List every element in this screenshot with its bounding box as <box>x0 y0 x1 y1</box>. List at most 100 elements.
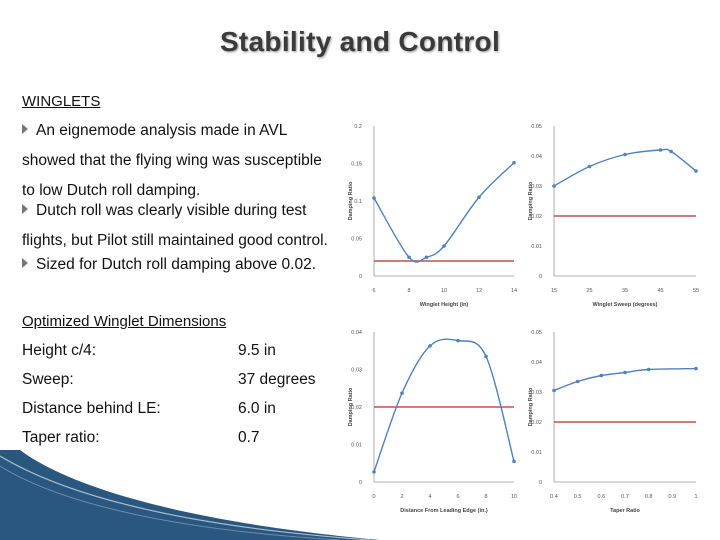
data-point <box>669 149 673 154</box>
series-line <box>373 338 515 473</box>
x-tick-label: 4 <box>428 494 431 500</box>
x-tick-label: 10 <box>511 494 517 500</box>
dimension-label: Height c/4: <box>22 342 97 359</box>
data-point <box>623 370 627 375</box>
dimension-value: 37 degrees <box>238 371 316 388</box>
winglets-heading: WINGLETS <box>22 93 101 110</box>
data-point <box>552 388 556 393</box>
y-tick-label: 0 <box>359 480 362 486</box>
bullet-1-line-3: to low Dutch roll damping. <box>22 182 201 199</box>
y-tick-label: 0.02 <box>351 405 362 411</box>
data-point <box>424 255 429 260</box>
data-point <box>512 459 516 464</box>
y-tick-label: 0 <box>539 480 542 486</box>
dimension-label: Distance behind LE: <box>22 400 161 417</box>
x-tick-label: 1 <box>694 494 697 500</box>
data-point <box>456 338 460 343</box>
x-tick-label: 6 <box>456 494 459 500</box>
bullet-1: An eignemode analysis made in AVL showed… <box>22 116 352 206</box>
chart-winglet-sweep: 0 0.01 0.02 0.03 0.04 0.05 15 25 35 45 55 Winglet S… <box>528 124 699 308</box>
data-point <box>552 184 556 188</box>
y-axis-label: Damping Ratio <box>348 387 354 426</box>
bullet-1-line-2: showed that the flying wing was suscepti… <box>22 152 322 169</box>
x-tick-label: 0.4 <box>550 494 558 500</box>
bullet-3: Sized for Dutch roll damping above 0.02. <box>22 250 352 280</box>
x-axis-label: Winglet Sweep (degrees) <box>592 302 657 308</box>
y-tick-label: 0.01 <box>351 443 362 449</box>
data-point <box>407 255 411 260</box>
x-tick-label: 45 <box>657 288 663 294</box>
x-tick-label: 0.7 <box>621 494 629 500</box>
y-tick-label: 0.15 <box>351 162 362 168</box>
y-axis-label: Damping Ratio <box>528 181 534 220</box>
data-point <box>646 367 651 372</box>
series-line <box>553 148 697 187</box>
data-point <box>400 391 404 395</box>
data-point <box>575 379 580 384</box>
dimensions-heading: Optimized Winglet Dimensions <box>22 313 227 330</box>
x-tick-label: 8 <box>407 288 410 294</box>
y-tick-label: 0.02 <box>531 214 542 220</box>
y-tick-label: 0.04 <box>531 360 542 366</box>
dimension-label: Sweep: <box>22 371 74 388</box>
dimension-row-height: Height c/4: 9.5 in <box>22 342 276 360</box>
x-tick-label: 6 <box>372 288 375 294</box>
y-axis-label: Damping Ratio <box>348 181 354 220</box>
data-point <box>694 169 698 173</box>
x-tick-label: 12 <box>476 288 482 294</box>
data-point <box>694 366 698 371</box>
y-axis-label: Damping Ratio <box>528 387 534 426</box>
x-tick-label: 15 <box>551 288 557 294</box>
dimension-value: 0.7 <box>238 429 260 446</box>
y-tick-label: 0.04 <box>531 154 542 160</box>
y-tick-label: 0.05 <box>351 237 362 243</box>
y-tick-label: 0.1 <box>354 199 362 205</box>
x-tick-label: 0.9 <box>669 494 677 500</box>
data-point <box>372 470 376 474</box>
dimension-value: 9.5 in <box>238 342 276 359</box>
data-point <box>428 344 432 348</box>
dimension-row-taper: Taper ratio: 0.7 <box>22 429 260 447</box>
series-line <box>373 162 515 263</box>
x-tick-label: 35 <box>622 288 628 294</box>
dimension-label: Taper ratio: <box>22 429 100 446</box>
bullet-arrow-icon <box>22 258 28 268</box>
y-tick-label: 0.05 <box>531 330 542 336</box>
data-point <box>623 152 627 157</box>
x-tick-label: 14 <box>511 288 517 294</box>
data-point <box>372 196 376 200</box>
x-tick-label: 2 <box>400 494 403 500</box>
x-tick-label: 8 <box>484 494 487 500</box>
dimension-row-distance: Distance behind LE: 6.0 in <box>22 400 276 418</box>
x-tick-label: 25 <box>586 288 592 294</box>
x-tick-label: 55 <box>693 288 699 294</box>
y-tick-label: 0.01 <box>531 450 542 456</box>
x-tick-label: 10 <box>441 288 447 294</box>
x-tick-label: 0.5 <box>574 494 582 500</box>
data-point <box>587 164 592 169</box>
y-tick-label: 0.03 <box>531 184 542 190</box>
bullet-2: Dutch roll was clearly visible during te… <box>22 196 352 256</box>
slide-title: Stability and Control <box>219 26 501 57</box>
y-tick-label: 0.03 <box>531 390 542 396</box>
y-tick-label: 0 <box>359 274 362 280</box>
data-point <box>442 244 446 248</box>
x-tick-label: 0.6 <box>598 494 606 500</box>
x-axis-label: Winglet Height (in) <box>420 302 469 308</box>
data-point <box>599 373 604 378</box>
chart-distance-from-le: 0 0.01 0.02 0.03 0.04 0 2 4 6 8 10 Distance From Le… <box>348 330 517 514</box>
data-point <box>484 354 488 359</box>
bullet-1-line-1: An eignemode analysis made in AVL <box>36 122 288 139</box>
x-axis-label: Taper Ratio <box>610 508 640 514</box>
data-point <box>477 195 481 200</box>
y-tick-label: 0.03 <box>351 368 362 374</box>
y-tick-label: 0.2 <box>354 124 362 130</box>
corner-swoosh-decoration <box>0 450 380 540</box>
y-tick-label: 0.04 <box>351 330 362 336</box>
x-axis-label: Distance From Leading Edge (in.) <box>400 508 488 514</box>
series-line <box>553 367 697 392</box>
y-tick-label: 0 <box>539 274 542 280</box>
y-tick-label: 0.05 <box>531 124 542 130</box>
bullet-2-line-1: Dutch roll was clearly visible during te… <box>36 202 307 219</box>
bullet-arrow-icon <box>22 124 28 134</box>
